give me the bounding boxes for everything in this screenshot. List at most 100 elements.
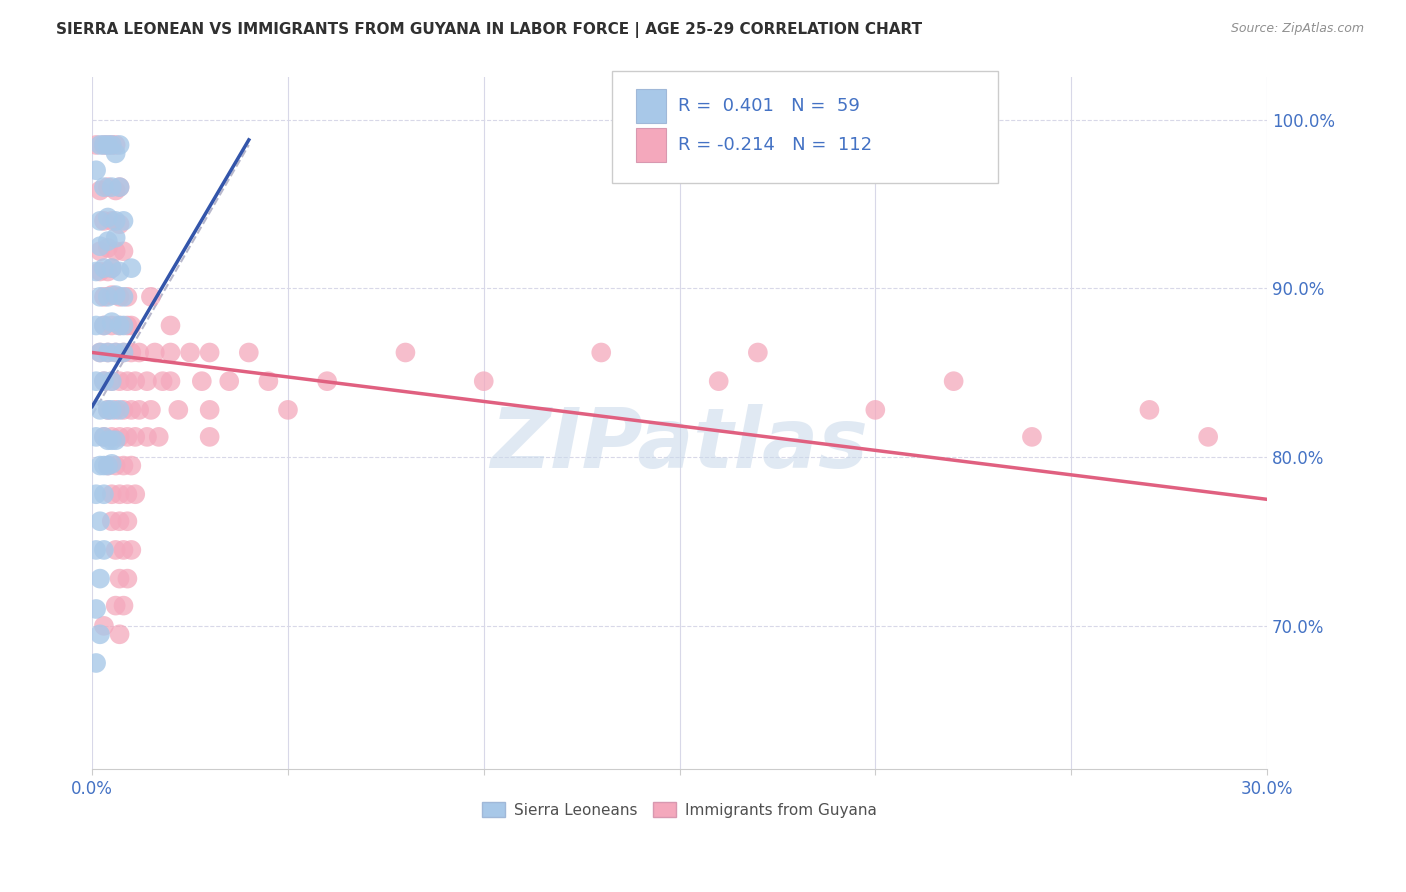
Point bbox=[100, 430, 122, 444]
Point bbox=[117, 430, 139, 444]
Point bbox=[1197, 430, 1219, 444]
Point bbox=[112, 345, 135, 359]
Point bbox=[97, 211, 120, 225]
Point bbox=[97, 290, 120, 304]
Point bbox=[198, 430, 221, 444]
Point bbox=[108, 402, 131, 417]
Point bbox=[120, 318, 142, 333]
Point bbox=[152, 374, 174, 388]
Point bbox=[100, 434, 122, 448]
Point bbox=[159, 345, 181, 359]
Point bbox=[89, 514, 111, 528]
Point bbox=[108, 180, 131, 194]
Point bbox=[89, 137, 111, 152]
Point bbox=[198, 402, 221, 417]
Point bbox=[89, 184, 111, 198]
Point bbox=[100, 487, 122, 501]
Point bbox=[89, 244, 111, 259]
Point bbox=[108, 627, 131, 641]
Point bbox=[104, 214, 127, 228]
Point bbox=[104, 231, 127, 245]
Point bbox=[89, 345, 111, 359]
Point bbox=[104, 458, 127, 473]
Point bbox=[108, 487, 131, 501]
Point bbox=[84, 656, 107, 670]
Point bbox=[84, 430, 107, 444]
Point bbox=[84, 264, 107, 278]
Point bbox=[104, 288, 127, 302]
Point bbox=[238, 345, 260, 359]
Point bbox=[93, 374, 115, 388]
Point bbox=[97, 458, 120, 473]
Point bbox=[108, 290, 131, 304]
Point bbox=[93, 458, 115, 473]
Point bbox=[108, 137, 131, 152]
Point bbox=[89, 214, 111, 228]
Point bbox=[112, 543, 135, 558]
Point bbox=[100, 180, 122, 194]
Point bbox=[97, 402, 120, 417]
Point bbox=[97, 458, 120, 473]
Point bbox=[97, 137, 120, 152]
Point bbox=[117, 514, 139, 528]
Point bbox=[112, 345, 135, 359]
Point bbox=[93, 318, 115, 333]
Point bbox=[120, 402, 142, 417]
Point bbox=[100, 514, 122, 528]
Point bbox=[97, 241, 120, 255]
Point bbox=[97, 434, 120, 448]
Point bbox=[179, 345, 201, 359]
Point bbox=[112, 290, 135, 304]
Point bbox=[104, 146, 127, 161]
Point bbox=[139, 290, 162, 304]
Point bbox=[93, 619, 115, 633]
Point bbox=[257, 374, 280, 388]
Point bbox=[100, 261, 122, 276]
Point bbox=[591, 345, 613, 359]
Point bbox=[89, 290, 111, 304]
Point bbox=[84, 137, 107, 152]
Text: R =  0.401   N =  59: R = 0.401 N = 59 bbox=[678, 97, 859, 115]
Point bbox=[108, 318, 131, 333]
Point bbox=[104, 345, 127, 359]
Point bbox=[112, 244, 135, 259]
Point bbox=[84, 163, 107, 178]
Point bbox=[89, 264, 111, 278]
Point bbox=[93, 290, 115, 304]
Point bbox=[104, 137, 127, 152]
Point bbox=[97, 345, 120, 359]
Point bbox=[124, 430, 146, 444]
Point bbox=[89, 627, 111, 641]
Point bbox=[104, 244, 127, 259]
Point bbox=[1021, 430, 1043, 444]
Point bbox=[89, 458, 111, 473]
Point bbox=[93, 318, 115, 333]
Point bbox=[108, 264, 131, 278]
Point bbox=[117, 572, 139, 586]
Point bbox=[112, 402, 135, 417]
Point bbox=[104, 599, 127, 613]
Point bbox=[394, 345, 416, 359]
Point bbox=[93, 543, 115, 558]
Point bbox=[93, 214, 115, 228]
Text: Source: ZipAtlas.com: Source: ZipAtlas.com bbox=[1230, 22, 1364, 36]
Point bbox=[865, 402, 887, 417]
Text: R = -0.214   N =  112: R = -0.214 N = 112 bbox=[678, 136, 872, 154]
Point bbox=[120, 345, 142, 359]
Point bbox=[120, 261, 142, 276]
Text: ZIPatlas: ZIPatlas bbox=[491, 403, 869, 484]
Point bbox=[159, 374, 181, 388]
Point bbox=[89, 402, 111, 417]
Point bbox=[218, 374, 240, 388]
Point bbox=[108, 572, 131, 586]
Point bbox=[97, 402, 120, 417]
Point bbox=[100, 261, 122, 276]
Point bbox=[97, 137, 120, 152]
Point bbox=[93, 137, 115, 152]
Point bbox=[108, 318, 131, 333]
Point bbox=[104, 345, 127, 359]
Point bbox=[84, 318, 107, 333]
Point bbox=[100, 318, 122, 333]
Point bbox=[93, 180, 115, 194]
Point bbox=[136, 430, 159, 444]
